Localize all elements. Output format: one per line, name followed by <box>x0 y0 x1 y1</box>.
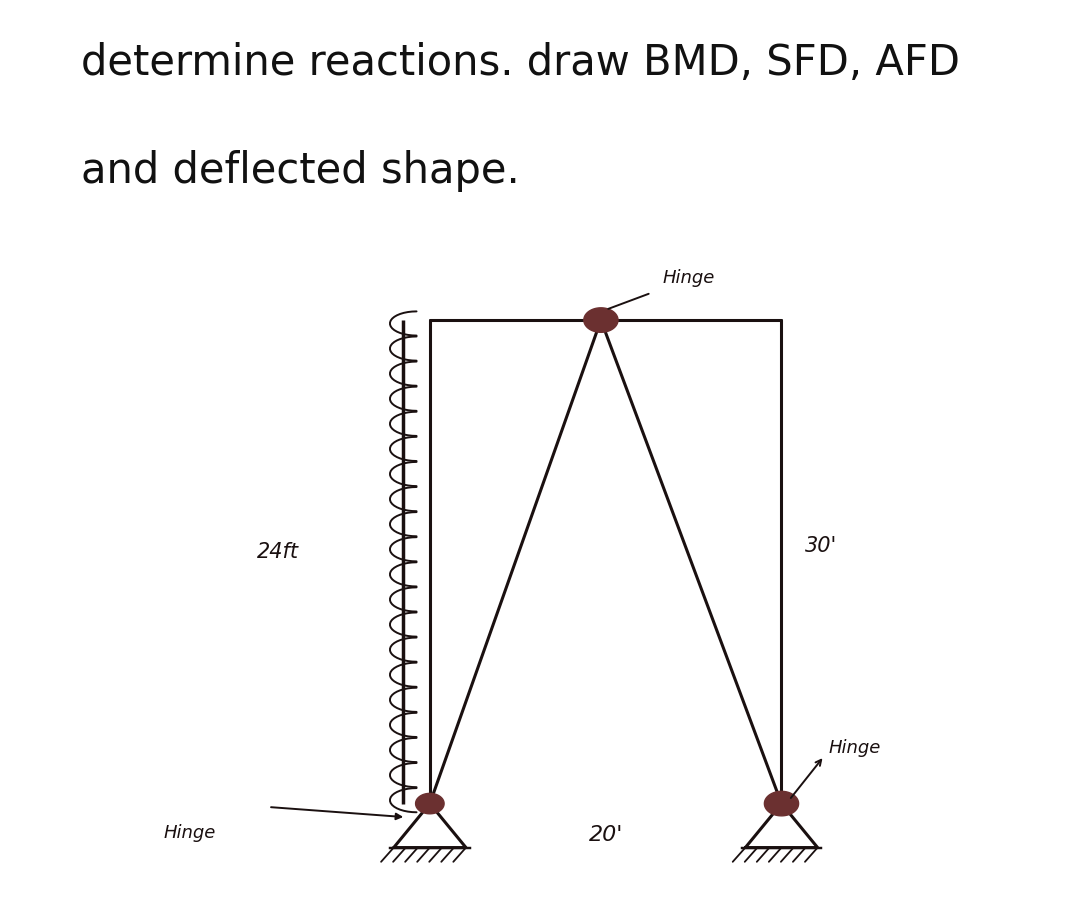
Text: 20': 20' <box>589 825 623 845</box>
Text: Hinge: Hinge <box>164 824 216 842</box>
Text: determine reactions. draw BMD, SFD, AFD: determine reactions. draw BMD, SFD, AFD <box>81 42 960 84</box>
Polygon shape <box>416 794 444 814</box>
Polygon shape <box>584 308 618 332</box>
Polygon shape <box>765 792 798 815</box>
Text: Hinge: Hinge <box>829 738 881 756</box>
Text: 24ft: 24ft <box>257 542 299 562</box>
Text: and deflected shape.: and deflected shape. <box>81 151 519 192</box>
Text: Hinge: Hinge <box>663 269 715 287</box>
Text: 30': 30' <box>806 536 837 556</box>
